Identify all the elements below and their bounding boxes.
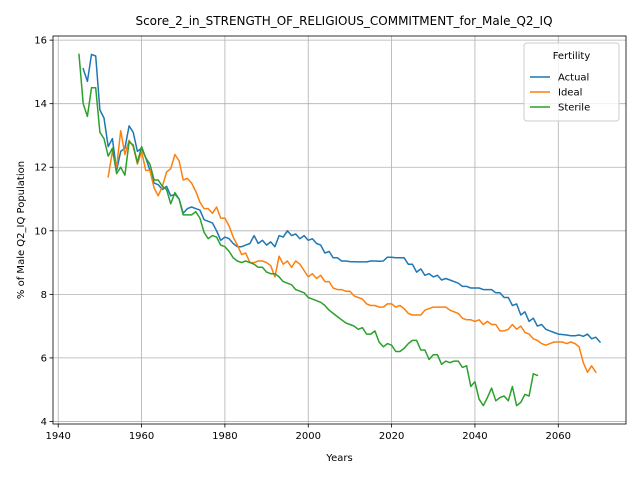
legend: Fertility Actual Ideal Sterile: [523, 42, 620, 122]
y-tick-label: 8: [41, 290, 47, 301]
y-tick-label: 14: [34, 99, 47, 110]
x-tick-label: 1980: [212, 431, 237, 442]
legend-label-actual: Actual: [558, 73, 589, 84]
x-tick-label: 2000: [296, 431, 321, 442]
x-tick-label: 2040: [462, 431, 487, 442]
x-axis-label: Years: [325, 453, 352, 464]
series-lines: [78, 53, 602, 407]
legend-label-sterile: Sterile: [558, 103, 590, 114]
x-tick-label: 1940: [45, 431, 70, 442]
chart-title: Score_2_in_STRENGTH_OF_RELIGIOUS_COMMITM…: [135, 14, 552, 28]
y-tick-label: 6: [41, 353, 47, 364]
series-line-actual: [82, 53, 602, 344]
y-tick-label: 4: [41, 417, 47, 428]
axis-ticks: 1940 1960 1980 2000 2020 2040 2060 4 6 8 10 12 14 16: [34, 36, 571, 442]
plot-area-frame: [52, 35, 627, 425]
legend-title: Fertility: [553, 51, 591, 62]
x-tick-label: 1960: [129, 431, 154, 442]
legend-items: Actual Ideal Sterile: [530, 73, 590, 114]
y-axis-label: % of Male Q2_IQ Population: [16, 161, 27, 299]
legend-box: [523, 42, 620, 122]
legend-label-ideal: Ideal: [558, 88, 582, 99]
series-line-sterile: [78, 53, 539, 407]
x-tick-label: 2060: [546, 431, 571, 442]
series-line-ideal: [107, 129, 597, 374]
x-tick-label: 2020: [379, 431, 404, 442]
y-tick-label: 10: [34, 226, 47, 237]
y-tick-label: 16: [34, 36, 47, 47]
y-tick-label: 12: [34, 163, 47, 174]
grid: [53, 36, 626, 424]
